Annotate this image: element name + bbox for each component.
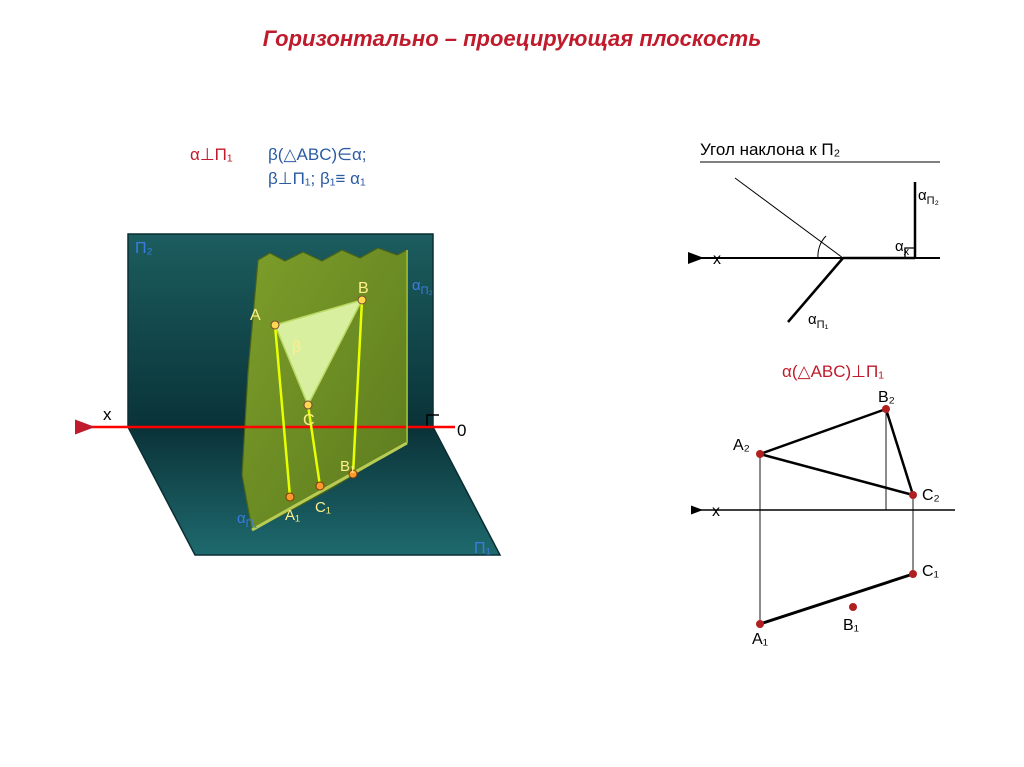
edge-C2A2 xyxy=(760,454,913,495)
angle-aP1-lbl: αП₁ xyxy=(808,311,829,331)
lbl-B1o: B₁ xyxy=(843,617,859,634)
lbl-zero: 0 xyxy=(457,421,466,440)
lbl-B: B xyxy=(358,280,369,297)
lbl-C1o: C₁ xyxy=(922,563,939,580)
lbl-P1: П₁ xyxy=(474,540,491,557)
lbl-C2: C₂ xyxy=(922,487,940,504)
lbl-P2: П₂ xyxy=(135,240,153,257)
formula-alpha: α⊥П₁ xyxy=(190,145,233,164)
lbl-beta: β xyxy=(292,339,301,356)
formula-beta1: β(△ABC)∈α; xyxy=(268,145,367,164)
orthographic-diagram: α(△ABC)⊥П₁ x A₂ B₂ C₂ A₁ B₁ C₁ xyxy=(700,362,955,648)
diagram-canvas: П₂ П₁ αП₂ αП₁ A B C β A₁ B₁ C₁ x 0 α⊥П₁ … xyxy=(0,0,1024,767)
angle-aP2-lbl: αП₂ xyxy=(918,187,939,207)
orth-title: α(△ABC)⊥П₁ xyxy=(782,362,884,381)
pt-A xyxy=(271,321,279,329)
lbl-A1: A₁ xyxy=(285,507,300,524)
figure-3d: П₂ П₁ αП₂ αП₁ A B C β A₁ B₁ C₁ x 0 xyxy=(90,234,500,557)
pt-A1 xyxy=(286,493,294,501)
pt-C1 xyxy=(316,482,324,490)
angle-arc xyxy=(818,236,826,258)
angle-title: Угол наклона к П₂ xyxy=(700,140,840,159)
lbl-C: C xyxy=(303,412,315,429)
lbl-B1: B₁ xyxy=(340,458,355,475)
pt-C2 xyxy=(909,491,917,499)
pt-A2 xyxy=(756,450,764,458)
lbl-A: A xyxy=(250,307,261,324)
orth-x-lbl: x xyxy=(712,503,720,520)
pt-B xyxy=(358,296,366,304)
lbl-A1o: A₁ xyxy=(752,631,768,648)
pt-C xyxy=(304,401,312,409)
pt-C1o xyxy=(909,570,917,578)
pt-B1o xyxy=(849,603,857,611)
pt-B2 xyxy=(882,405,890,413)
edge-A2B2 xyxy=(760,409,886,454)
lbl-C1: C₁ xyxy=(315,499,331,516)
formula-beta2: β⊥П₁; β₁≡ α₁ xyxy=(268,169,366,188)
orth-trace xyxy=(760,574,913,624)
link-B-hidden xyxy=(853,409,886,607)
angle-ray xyxy=(735,178,843,258)
pt-A1o xyxy=(756,620,764,628)
angle-ax-lbl: αx xyxy=(895,238,910,258)
lbl-B2: B₂ xyxy=(878,389,895,406)
lbl-x-3d: x xyxy=(103,405,112,424)
lbl-A2: A₂ xyxy=(733,437,750,454)
edge-B2C2 xyxy=(886,409,913,495)
angle-x-lbl: x xyxy=(713,251,721,268)
angle-diagram: Угол наклона к П₂ x αП₂ αx αП₁ xyxy=(700,140,940,331)
